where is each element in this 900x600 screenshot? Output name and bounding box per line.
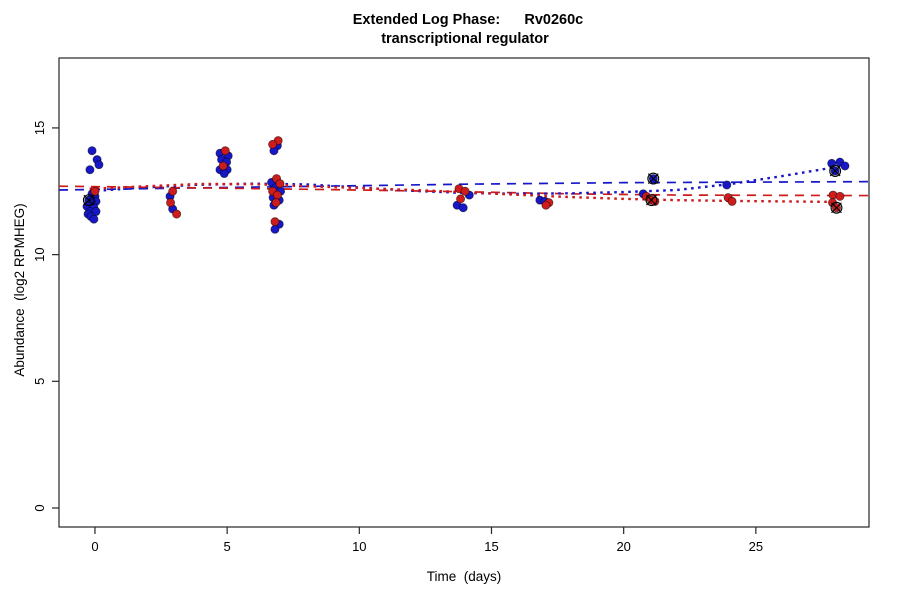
outlier-x-icon [829, 165, 841, 177]
data-point-red [218, 161, 228, 171]
outlier-circle-icon [829, 165, 842, 177]
outlier-marker-blue [82, 194, 95, 207]
outlier-circle-icon [647, 172, 660, 185]
data-point-blue [840, 161, 850, 171]
data-point-red [835, 191, 845, 201]
data-point-red [172, 209, 182, 219]
x-axis-label: Time (days) [427, 569, 502, 584]
outlier-marker-blue [829, 165, 842, 177]
data-point-red [168, 186, 178, 196]
outlier-circle-icon [830, 201, 843, 214]
outlier-marker-red [645, 194, 658, 207]
data-point-red [727, 196, 737, 206]
y-tick-label: 5 [32, 378, 47, 385]
data-point-blue [219, 169, 229, 179]
y-tick-label: 0 [32, 504, 47, 511]
outlier-x-icon [647, 173, 659, 184]
y-tick-label: 10 [32, 247, 47, 261]
data-point-red [220, 146, 230, 156]
data-point-red [268, 139, 278, 149]
outlier-marker-blue [647, 172, 660, 185]
chart-title-line1: Extended Log Phase: Rv0260c [353, 12, 583, 28]
outlier-x-icon [646, 194, 657, 206]
series-red [90, 136, 845, 227]
x-tick-label: 20 [616, 539, 630, 554]
x-tick-label: 10 [352, 539, 366, 554]
data-point-blue [89, 214, 99, 224]
outlier-x-icon [83, 194, 95, 206]
trend-line-blue-dashed-fit [59, 180, 869, 191]
outlier-circle-icon [645, 194, 658, 207]
x-tick-label: 5 [224, 539, 231, 554]
y-tick-label: 15 [32, 121, 47, 135]
plot-box [58, 57, 870, 528]
data-point-blue [458, 203, 468, 213]
data-point-red [541, 200, 551, 210]
plot-content: 0 5 10 15 20 25 0 5 10 15 [32, 57, 870, 554]
data-point-blue [85, 165, 95, 175]
data-point-red [166, 198, 176, 208]
outlier-circle-icon [82, 194, 95, 207]
data-point-red [272, 190, 282, 200]
data-point-blue [94, 160, 104, 170]
x-tick-label: 15 [484, 539, 498, 554]
outlier-marker-red [830, 201, 843, 214]
data-point-red [90, 186, 100, 196]
data-point-blue [270, 224, 280, 234]
x-tick-label: 25 [749, 539, 763, 554]
series-blue [82, 141, 850, 234]
data-point-blue [722, 180, 732, 190]
data-point-red [456, 194, 466, 204]
y-axis-label: Abundance (log2 RPMHEG) [12, 203, 27, 376]
chart-title-line2: transcriptional regulator [381, 31, 549, 47]
data-point-blue [87, 146, 97, 156]
data-point-red [275, 179, 285, 189]
outlier-x-icon [831, 202, 842, 214]
data-point-red [460, 186, 470, 196]
x-tick-label: 0 [91, 539, 98, 554]
data-point-red [271, 198, 281, 208]
data-point-red [270, 217, 280, 227]
